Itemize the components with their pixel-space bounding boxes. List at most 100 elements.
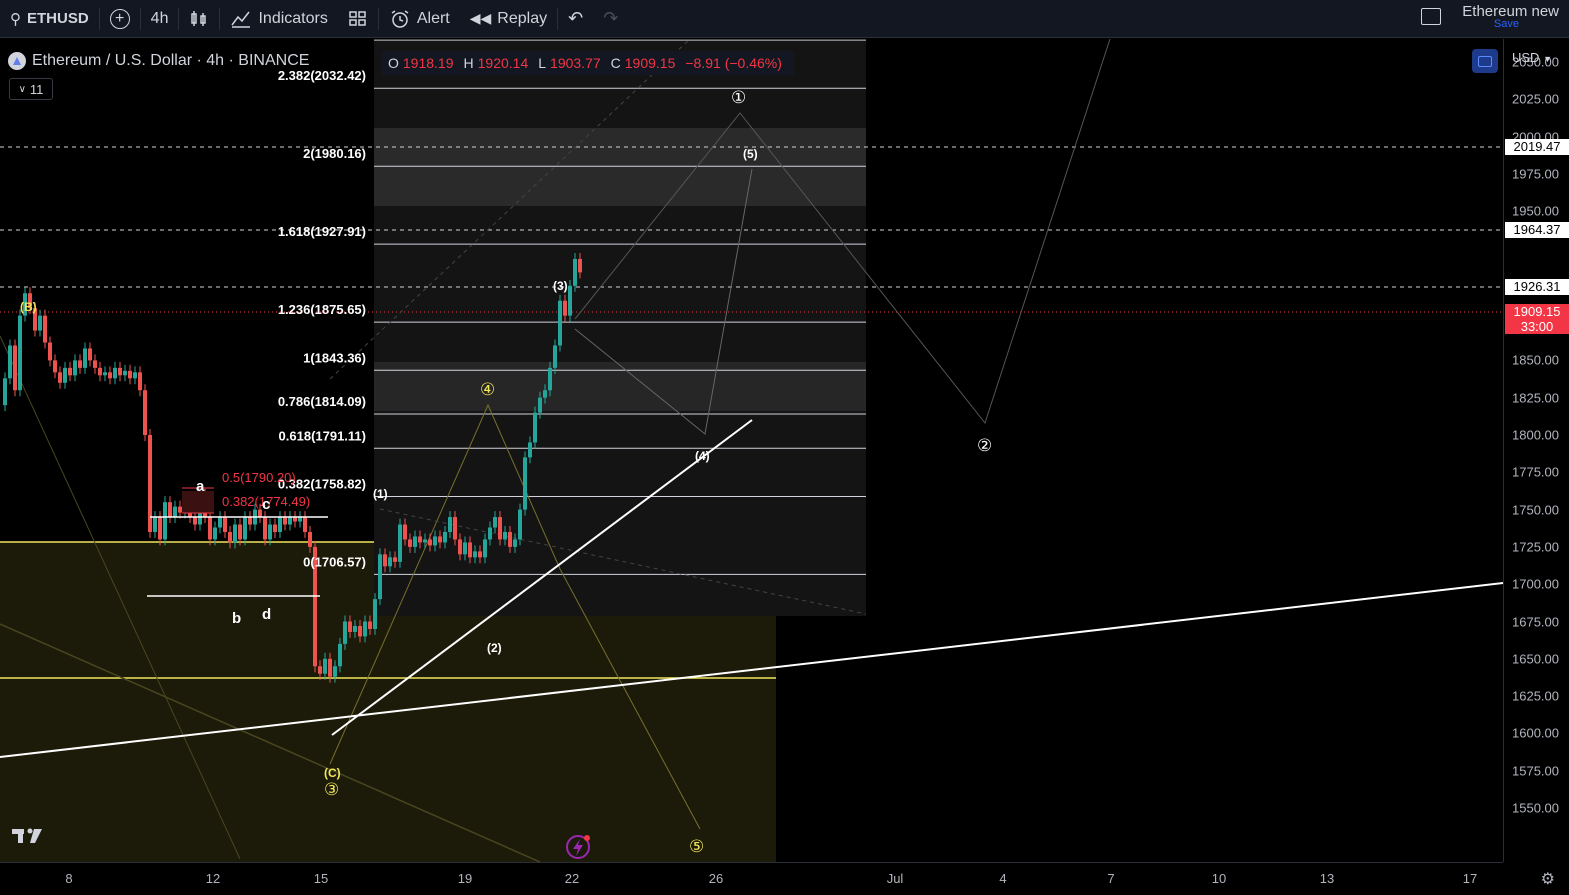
candle-body [503, 531, 507, 540]
gear-icon: ⚙ [1540, 870, 1555, 888]
candle-body [498, 517, 502, 540]
fib-level-label: 0(1706.57) [303, 554, 366, 569]
wave-label-B: (B) [20, 300, 37, 314]
legend-title: Ethereum / U.S. Dollar · 4h · BINANCE [32, 52, 310, 69]
wave-circle-3: ③ [324, 780, 339, 799]
channel-trend-line[interactable] [331, 419, 753, 736]
candle-body [358, 625, 362, 637]
projection-path-small[interactable] [574, 168, 753, 435]
chevron-down-icon: ▼ [1543, 54, 1552, 64]
templates-button[interactable] [338, 0, 378, 38]
layout-title: Ethereum new [1462, 3, 1559, 20]
time-axis[interactable]: 8 12 15 19 22 26 Jul 4 7 10 13 17 [0, 862, 1503, 895]
dashed-trend [329, 39, 691, 380]
price-tick: 1625.00 [1512, 688, 1559, 704]
candle-body [528, 442, 532, 458]
time-tick: 12 [205, 871, 221, 886]
candle-body [258, 509, 262, 518]
auto-scale-button[interactable] [1472, 49, 1498, 73]
time-tick: Jul [886, 871, 904, 886]
candle-body [493, 517, 497, 528]
candle-body [103, 372, 107, 376]
layout-name[interactable]: Ethereum new Save [1462, 3, 1559, 30]
abcd-label-c: c [262, 496, 270, 513]
fib-band [374, 128, 866, 206]
candle-body [118, 367, 122, 376]
price-tick: 1825.00 [1512, 390, 1559, 406]
candle-body [43, 315, 47, 343]
chart-legend[interactable]: Ethereum / U.S. Dollar · 4h · BINANCE [8, 52, 309, 70]
top-toolbar: ⚲ ETHUSD + 4h Indicators Alert ◀◀ Replay… [0, 0, 1569, 38]
high-label: H [463, 55, 474, 71]
chevron-down-icon: ∨ [18, 83, 26, 95]
undo-button[interactable]: ↶ [558, 0, 593, 38]
chart-settings-button[interactable]: ⚙ [1503, 862, 1569, 895]
currency-selector[interactable]: USD ▼ [1512, 50, 1552, 65]
fib-level-label: 1.618(1927.91) [278, 224, 366, 239]
separator [557, 7, 559, 30]
candle-body [153, 517, 157, 532]
indicators-button[interactable]: Indicators [220, 0, 337, 38]
ohlc-values: O 1918.19 H 1920.14 L 1903.77 C 1909.15 −8.9… [382, 51, 794, 75]
indicators-collapse-button[interactable]: ∨ 11 [9, 78, 53, 100]
chart-type-button[interactable] [179, 0, 219, 38]
wave-label-1: (1) [373, 487, 388, 501]
candle-body [513, 539, 517, 547]
candle-body [168, 502, 172, 518]
layout-icon[interactable] [1421, 8, 1441, 25]
wave-label-4: (4) [695, 449, 710, 463]
replay-button[interactable]: ◀◀ Replay [460, 0, 557, 38]
chart-canvas[interactable]: 2.618(2064.70)2.382(2032.42)2(1980.16)1.… [0, 39, 1503, 862]
candle-body [368, 621, 372, 629]
price-tick: 1725.00 [1512, 539, 1559, 555]
price-tick: 1575.00 [1512, 763, 1559, 779]
symbol-search[interactable]: ⚲ ETHUSD [0, 0, 99, 38]
flash-icon[interactable] [566, 835, 590, 859]
level-label-2019: 2019.47 [1505, 139, 1569, 155]
chart-pane[interactable]: 2.618(2064.70)2.382(2032.42)2(1980.16)1.… [0, 39, 1503, 862]
candle-body [438, 536, 442, 543]
projection-path[interactable] [574, 39, 1111, 425]
candle-body [398, 524, 402, 562]
candle-body [423, 539, 427, 543]
interval-button[interactable]: 4h [141, 0, 179, 38]
candle-body [408, 539, 412, 547]
separator [377, 7, 379, 30]
fib-level-label: 0.786(1814.09) [278, 394, 366, 409]
time-tick: 17 [1462, 871, 1478, 886]
wave-label-5: (5) [743, 147, 758, 161]
price-tick: 1675.00 [1512, 614, 1559, 629]
price-tick: 1850.00 [1512, 352, 1559, 368]
candle-body [38, 315, 42, 331]
layout-save-label[interactable]: Save [1493, 18, 1519, 30]
price-tick: 2025.00 [1512, 91, 1559, 107]
auto-scale-icon [1478, 55, 1492, 67]
price-tick: 1700.00 [1512, 576, 1559, 592]
wave-circle-5: ⑤ [689, 837, 704, 856]
tradingview-logo[interactable] [12, 828, 42, 844]
fib-level-label: 2.382(2032.42) [278, 68, 366, 83]
alert-button[interactable]: Alert [379, 0, 460, 38]
search-icon: ⚲ [10, 10, 21, 28]
compare-button[interactable]: + [100, 0, 140, 38]
candle-body [53, 360, 57, 373]
long-trend-line[interactable] [0, 582, 1503, 758]
level-label-1964: 1964.37 [1505, 222, 1569, 238]
candle-body [303, 517, 307, 532]
candle-body [128, 370, 132, 379]
candle-body [568, 285, 572, 316]
candle-body [328, 658, 332, 677]
price-tick: 1750.00 [1512, 502, 1559, 518]
redo-button[interactable]: ↷ [593, 0, 628, 38]
candle-body [223, 517, 227, 532]
low-label: L [538, 55, 547, 71]
candle-body [563, 300, 567, 316]
price-axis[interactable]: 2050.002025.002000.001975.001950.001875.… [1503, 39, 1569, 862]
symbol-label: ETHUSD [27, 10, 89, 27]
candle-body [413, 536, 417, 547]
candle-body [343, 621, 347, 644]
fib-level-label: 0.618(1791.11) [279, 428, 366, 443]
time-tick: 22 [564, 871, 580, 886]
separator [219, 7, 221, 30]
candle-body [318, 666, 322, 674]
